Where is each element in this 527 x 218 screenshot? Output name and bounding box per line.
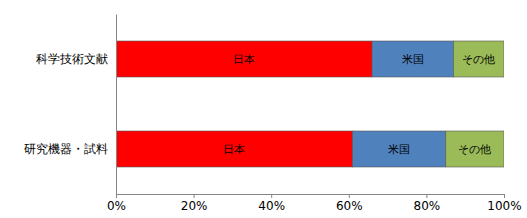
x-axis: 0% 20% 40% 60% 80% 100% bbox=[107, 194, 522, 213]
x-tick-label: 20% bbox=[181, 199, 208, 213]
x-tick-label: 80% bbox=[414, 199, 441, 213]
segment-label: 日本 bbox=[233, 53, 255, 66]
x-axis-line bbox=[117, 194, 505, 195]
segment-label: その他 bbox=[462, 53, 495, 66]
segment-label: 米国 bbox=[388, 143, 410, 156]
x-tick: 100% bbox=[487, 194, 521, 213]
x-tick-mark bbox=[194, 194, 195, 198]
x-tick: 80% bbox=[414, 194, 441, 213]
bar-segment bbox=[454, 41, 504, 77]
bar-segment bbox=[372, 41, 453, 77]
x-tick-label: 100% bbox=[487, 199, 521, 213]
x-tick: 20% bbox=[181, 194, 208, 213]
y-tick-label: 科学技術文献 bbox=[36, 52, 108, 66]
chart: 日本米国その他日本米国その他0%20%40%60%80%100%科学技術文献研究… bbox=[0, 0, 527, 218]
bar-segment bbox=[116, 131, 353, 167]
bar-segment bbox=[353, 131, 446, 167]
x-tick-mark bbox=[349, 194, 350, 198]
x-tick-label: 0% bbox=[107, 199, 126, 213]
bar-segment bbox=[116, 41, 372, 77]
segment-labels: 日本米国その他日本米国その他 bbox=[223, 53, 495, 156]
x-tick-label: 60% bbox=[336, 199, 363, 213]
y-tick: 科学技術文献 bbox=[36, 52, 116, 66]
segment-label: その他 bbox=[458, 143, 491, 156]
y-axis: 科学技術文献研究機器・試料 bbox=[24, 15, 117, 195]
x-tick: 40% bbox=[258, 194, 285, 213]
x-tick-mark bbox=[426, 194, 427, 198]
segment-label: 日本 bbox=[223, 143, 245, 156]
x-tick: 60% bbox=[336, 194, 363, 213]
segment-label: 米国 bbox=[402, 53, 424, 66]
x-tick-mark bbox=[116, 194, 117, 198]
x-tick-mark bbox=[271, 194, 272, 198]
y-axis-line bbox=[116, 15, 117, 195]
x-tick-mark bbox=[504, 194, 505, 198]
plot: 日本米国その他日本米国その他0%20%40%60%80%100%科学技術文献研究… bbox=[24, 15, 522, 213]
y-tick-label: 研究機器・試料 bbox=[24, 142, 108, 156]
x-tick-label: 40% bbox=[258, 199, 285, 213]
bar-segment bbox=[446, 131, 504, 167]
y-tick: 研究機器・試料 bbox=[24, 142, 116, 156]
bars bbox=[116, 41, 504, 167]
x-tick: 0% bbox=[107, 194, 126, 213]
